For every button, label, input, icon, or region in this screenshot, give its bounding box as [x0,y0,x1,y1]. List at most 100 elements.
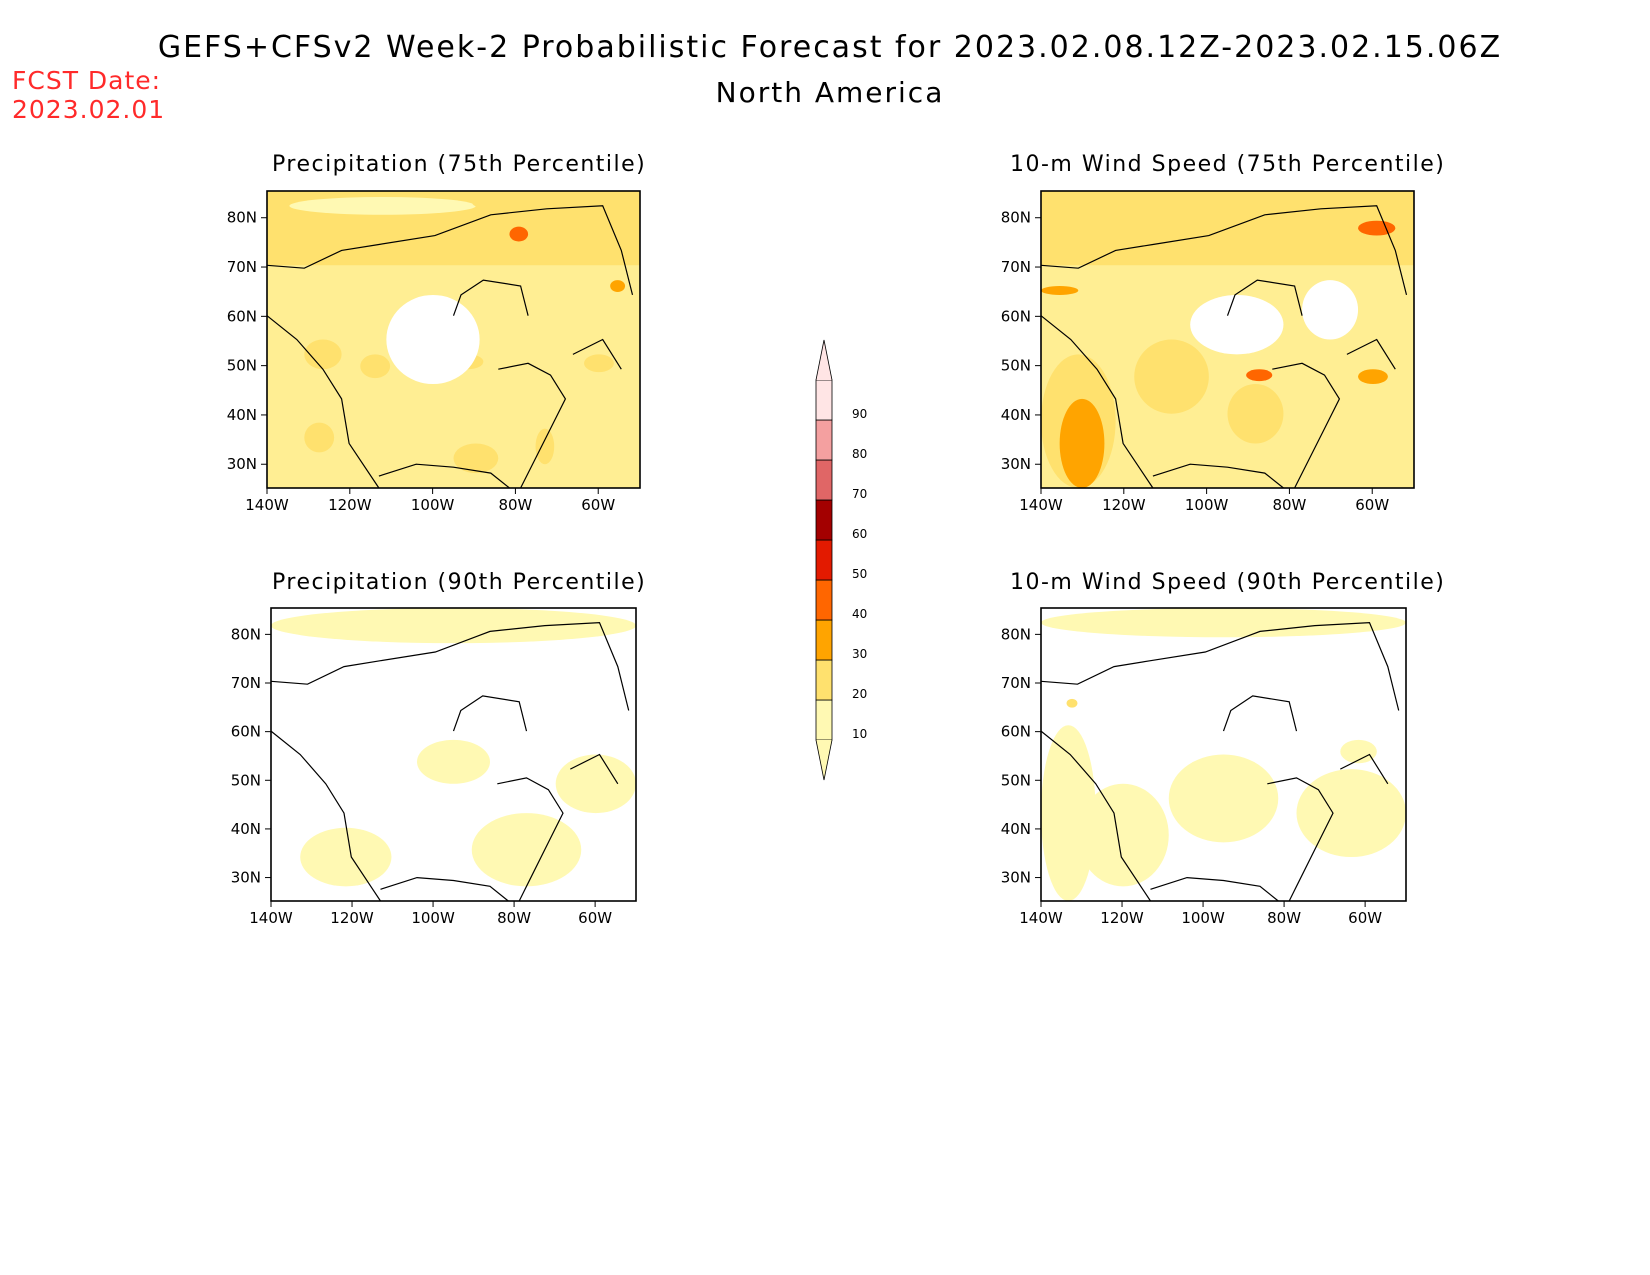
probability-contour [1358,220,1396,236]
lon-label: 140W [245,496,289,514]
lon-label: 140W [1019,496,1063,514]
colorbar: 10 20 30 40 50 60 70 80 90 [815,339,867,781]
probability-contour [1059,398,1105,489]
map-panel-precip-75: 80N 70N 60N 50N 40N 30N 140W 120W 100W 80W 60W [227,190,641,514]
lat-label: 60N [227,307,257,325]
probability-contour [289,196,476,215]
probability-contour [1246,369,1273,382]
lon-label: 80W [1272,496,1306,514]
lon-label: 100W [411,909,455,927]
lat-label: 60N [1001,723,1031,741]
lon-label: 80W [497,909,531,927]
probability-contour [1168,754,1279,843]
coastline [266,205,634,489]
lat-label: 40N [1001,406,1031,424]
lat-label: 50N [227,357,257,375]
lat-label: 50N [1001,771,1031,789]
probability-contour [610,280,626,292]
colorbar-swatch [815,619,833,661]
map-panel-wind-90: 80N 70N 60N 50N 40N 30N 140W 120W 100W 80W 60W [1001,607,1407,927]
colorbar-level-label: 90 [852,407,867,421]
probability-contour [1340,739,1377,764]
lat-label: 50N [1001,357,1031,375]
panel-title-precip-75: Precipitation (75th Percentile) [272,152,647,177]
colorbar-swatch [815,499,833,541]
probability-contour [304,339,342,370]
panel-title-precip-90: Precipitation (90th Percentile) [272,570,647,595]
lat-label: 70N [227,258,257,276]
colorbar-level-label: 40 [852,607,867,621]
lat-label: 60N [1001,307,1031,325]
map-frame [1040,190,1415,489]
fcst-date: FCST Date: 2023.02.01 [12,66,165,124]
lat-label: 80N [1001,625,1031,643]
colorbar-top-cap [815,339,833,381]
lat-label: 40N [227,406,257,424]
panel-title-wind-75: 10-m Wind Speed (75th Percentile) [1010,152,1446,177]
probability-contour [386,294,480,385]
lon-label: 80W [1267,909,1301,927]
lon-label: 120W [1102,496,1146,514]
colorbar-level-label: 10 [852,727,867,741]
lon-label: 120W [1100,909,1144,927]
probability-contour [471,813,582,887]
lat-label: 80N [1001,209,1031,227]
probability-contour [555,754,636,814]
lon-label: 100W [1181,909,1225,927]
fcst-date-label: FCST Date: [12,66,162,95]
lat-label: 40N [231,820,261,838]
colorbar-swatch [815,419,833,461]
map-frame [1040,607,1407,902]
probability-contour [271,608,636,644]
colorbar-swatch [815,459,833,501]
coastline [270,621,630,902]
colorbar-swatch [815,659,833,701]
colorbar-bottom-cap [815,739,833,781]
lon-label: 100W [1185,496,1229,514]
probability-contour [1041,286,1079,295]
lon-label: 100W [411,496,455,514]
probability-contour [300,827,392,887]
colorbar-level-label: 60 [852,527,867,541]
probability-contour [1066,698,1078,708]
map-frame [266,190,641,489]
map-panel-precip-90: 80N 70N 60N 50N 40N 30N 140W 120W 100W 80W 60W [231,607,637,927]
probability-contour [1227,384,1284,444]
colorbar-swatch [815,579,833,621]
coastline [1040,205,1408,489]
colorbar-level-label: 50 [852,567,867,581]
lat-label: 50N [231,771,261,789]
probability-contour [509,226,529,242]
probability-contour [304,422,335,453]
probability-contour [1190,294,1284,355]
probability-contour [1264,191,1414,209]
probability-contour [1134,339,1209,414]
lat-label: 30N [231,869,261,887]
probability-contour [360,354,391,379]
probability-contour [584,354,614,373]
probability-contour [472,191,640,215]
panel-title-wind-90: 10-m Wind Speed (90th Percentile) [1010,570,1446,595]
probability-contour [417,739,490,784]
map-panel-wind-75: 80N 70N 60N 50N 40N 30N 140W 120W 100W 80W 60W [1001,190,1415,514]
lon-label: 60W [1348,909,1382,927]
lon-label: 60W [581,496,615,514]
region-subtitle: North America [715,76,945,109]
probability-contour [1296,769,1406,858]
lat-label: 70N [1001,258,1031,276]
colorbar-level-label: 20 [852,687,867,701]
fcst-date-value: 2023.02.01 [12,95,166,124]
colorbar-level-label: 80 [852,447,867,461]
probability-contour [1077,783,1169,887]
map-frame [270,607,637,902]
lat-label: 80N [231,625,261,643]
probability-contour [453,443,499,474]
chart-title: GEFS+CFSv2 Week-2 Probabilistic Forecast… [157,30,1503,65]
lat-label: 80N [227,209,257,227]
lat-label: 70N [1001,674,1031,692]
probability-contour [1302,280,1359,340]
lat-label: 30N [1001,869,1031,887]
lon-label: 120W [328,496,372,514]
coastline [1040,621,1400,902]
